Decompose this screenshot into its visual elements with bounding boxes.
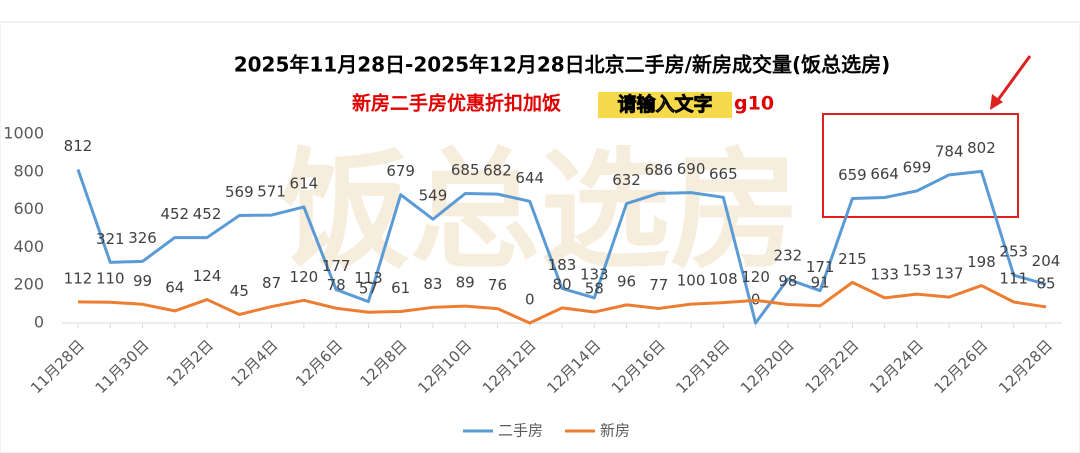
overlay-text: 请输入文字 bbox=[617, 93, 712, 116]
data-label: 215 bbox=[838, 250, 867, 268]
data-label: 177 bbox=[322, 257, 351, 275]
data-label: 232 bbox=[774, 247, 803, 265]
data-label: 253 bbox=[999, 243, 1028, 261]
data-label: 198 bbox=[967, 253, 996, 271]
arrow-head bbox=[990, 94, 1003, 110]
data-label: 112 bbox=[64, 269, 93, 287]
data-label: 644 bbox=[515, 169, 544, 187]
overlay-box bbox=[598, 92, 732, 118]
data-label: 664 bbox=[870, 165, 899, 183]
data-label: 96 bbox=[617, 272, 636, 290]
data-label: 98 bbox=[778, 272, 797, 290]
data-label: 204 bbox=[1032, 252, 1061, 270]
data-label: 120 bbox=[290, 268, 319, 286]
data-label: 77 bbox=[649, 276, 668, 294]
data-label: 64 bbox=[165, 278, 184, 296]
y-tick-label: 0 bbox=[34, 313, 44, 332]
chart-subtitle: 新房二手房优惠折扣加饭 bbox=[352, 92, 561, 115]
data-label: 91 bbox=[811, 273, 830, 291]
data-label: 89 bbox=[456, 274, 475, 292]
data-label: 133 bbox=[580, 265, 609, 283]
data-label: 124 bbox=[193, 267, 222, 285]
data-label: 100 bbox=[677, 272, 706, 290]
data-label: 85 bbox=[1036, 274, 1055, 292]
data-label: 690 bbox=[677, 160, 706, 178]
data-label: 326 bbox=[128, 229, 157, 247]
legend-label: 二手房 bbox=[498, 422, 543, 440]
data-label: 110 bbox=[96, 270, 125, 288]
data-label: 665 bbox=[709, 165, 738, 183]
data-label: 321 bbox=[96, 230, 125, 248]
data-label: 76 bbox=[488, 276, 507, 294]
highlight-box bbox=[822, 113, 1019, 218]
data-label: 685 bbox=[451, 161, 480, 179]
data-label: 549 bbox=[419, 187, 448, 205]
data-label: 111 bbox=[999, 270, 1028, 288]
data-label: 0 bbox=[525, 291, 535, 309]
data-label: 659 bbox=[838, 166, 867, 184]
data-label: 57 bbox=[359, 280, 378, 298]
chart-title: 2025年11月28日-2025年12月28日北京二手房/新房成交量(饭总选房) bbox=[234, 53, 891, 77]
data-label: 78 bbox=[327, 276, 346, 294]
data-label: 183 bbox=[548, 256, 577, 274]
data-label: 784 bbox=[935, 142, 964, 160]
data-label: 682 bbox=[483, 162, 512, 180]
legend-label: 新房 bbox=[600, 422, 630, 440]
data-label: 120 bbox=[741, 268, 770, 286]
data-label: 812 bbox=[64, 137, 93, 155]
data-label: 632 bbox=[612, 171, 641, 189]
data-label: 99 bbox=[133, 272, 152, 290]
y-tick-label: 400 bbox=[13, 237, 44, 256]
data-label: 61 bbox=[391, 279, 410, 297]
data-label: 686 bbox=[644, 161, 673, 179]
y-tick-label: 200 bbox=[13, 275, 44, 294]
data-label: 83 bbox=[423, 275, 442, 293]
data-label: 108 bbox=[709, 270, 738, 288]
data-label: 45 bbox=[230, 282, 249, 300]
arrow-shaft bbox=[993, 55, 1032, 105]
data-label: 679 bbox=[386, 162, 415, 180]
data-label: 171 bbox=[806, 258, 835, 276]
subtitle-tail: g10 bbox=[734, 93, 774, 115]
watermark: 饭总选房 bbox=[280, 135, 800, 287]
data-label: 802 bbox=[967, 139, 996, 157]
y-tick-label: 1000 bbox=[3, 124, 44, 143]
data-label: 452 bbox=[193, 205, 222, 223]
data-label: 452 bbox=[160, 205, 189, 223]
data-label: 569 bbox=[225, 183, 254, 201]
series-line bbox=[76, 169, 1047, 325]
y-tick-label: 600 bbox=[13, 199, 44, 218]
data-label: 614 bbox=[290, 174, 319, 192]
data-label: 153 bbox=[903, 262, 932, 280]
data-label: 137 bbox=[935, 265, 964, 283]
data-label: 80 bbox=[552, 275, 571, 293]
y-tick-label: 800 bbox=[13, 161, 44, 180]
data-label: 133 bbox=[870, 265, 899, 283]
series-line bbox=[77, 280, 1047, 325]
data-label: 699 bbox=[903, 158, 932, 176]
data-label: 113 bbox=[354, 269, 383, 287]
data-label: 571 bbox=[257, 183, 286, 201]
data-label: 58 bbox=[585, 280, 604, 298]
data-label: 87 bbox=[262, 274, 281, 292]
